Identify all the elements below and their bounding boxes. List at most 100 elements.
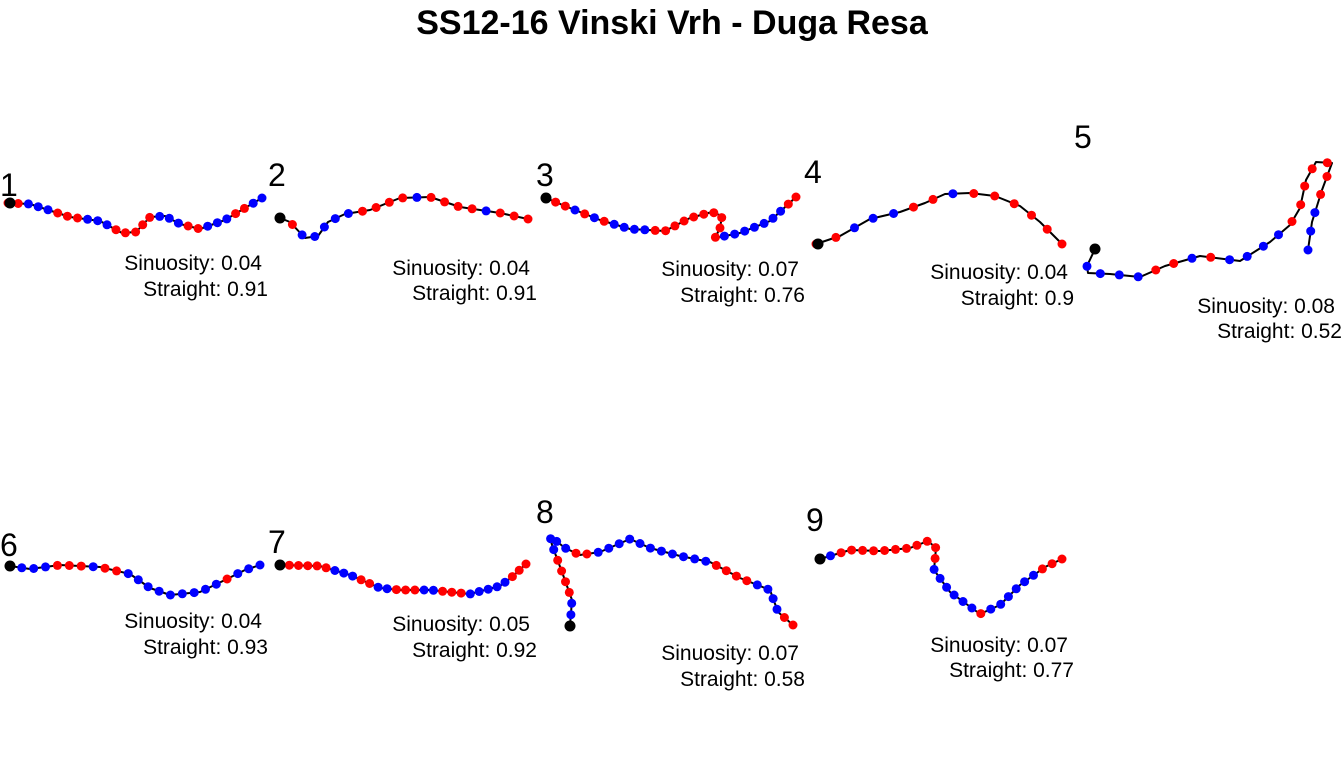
blue-point <box>165 590 175 600</box>
sinuosity-label: Sinuosity: 0.07 <box>661 642 799 665</box>
start-point <box>540 192 552 204</box>
blue-point <box>749 222 759 232</box>
blue-point <box>257 193 267 203</box>
red-point <box>52 560 62 570</box>
red-point <box>509 211 519 221</box>
red-point <box>507 572 517 582</box>
red-point <box>650 225 660 235</box>
start-point <box>814 553 826 565</box>
blue-point <box>763 584 773 594</box>
panel-1: 1 Sinuosity: 0.04 Straight: 0.91 <box>0 167 268 301</box>
blue-point <box>465 589 475 599</box>
red-point <box>131 227 141 237</box>
blue-point <box>164 213 174 223</box>
route-3 <box>540 192 801 242</box>
blue-point <box>500 577 510 587</box>
blue-point <box>589 213 599 223</box>
red-point <box>990 191 1000 201</box>
blue-point <box>348 571 358 581</box>
blue-point <box>343 209 353 218</box>
blue-point <box>986 604 996 614</box>
route-4 <box>811 189 1067 250</box>
red-point <box>564 587 574 597</box>
blue-point <box>330 214 340 224</box>
red-point <box>742 576 752 586</box>
red-point <box>1037 564 1047 574</box>
blue-point <box>212 218 222 228</box>
blue-point <box>1310 208 1320 218</box>
red-point <box>557 566 567 576</box>
blue-point <box>1306 226 1316 236</box>
blue-point <box>143 582 153 592</box>
blue-point <box>549 545 559 555</box>
red-point <box>571 548 581 558</box>
blue-point <box>850 223 859 233</box>
red-point <box>582 549 592 559</box>
red-point <box>679 216 689 226</box>
blue-point <box>189 588 199 598</box>
red-point <box>1322 158 1332 168</box>
panel-5: 5 Sinuosity: 0.08 Straight: 0.52 <box>1074 119 1342 343</box>
blue-point <box>483 584 493 594</box>
red-point <box>365 579 375 588</box>
straight-label: Straight: 0.52 <box>1217 320 1342 343</box>
sinuosity-label: Sinuosity: 0.05 <box>392 613 530 636</box>
blue-point <box>339 568 349 578</box>
red-point <box>869 546 879 556</box>
panel-number: 5 <box>1074 119 1092 155</box>
route-7 <box>274 559 531 599</box>
blue-point <box>958 597 968 606</box>
red-point <box>467 204 477 214</box>
blue-point <box>561 543 571 553</box>
red-point <box>294 561 303 570</box>
red-point <box>371 203 381 212</box>
blue-point <box>645 543 655 553</box>
red-point <box>356 575 366 585</box>
red-point <box>1316 189 1326 199</box>
red-point <box>447 587 457 597</box>
red-point <box>73 213 82 223</box>
blue-point <box>948 189 958 199</box>
blue-point <box>177 589 187 599</box>
red-point <box>791 192 801 202</box>
blue-point <box>412 192 422 202</box>
blue-point <box>635 539 645 548</box>
panel-number: 4 <box>804 154 822 190</box>
straight-label: Straight: 0.91 <box>143 278 268 301</box>
red-point <box>183 221 193 231</box>
red-point <box>783 199 793 209</box>
red-point <box>788 620 798 630</box>
blue-point <box>967 603 977 613</box>
straight-label: Straight: 0.93 <box>143 636 268 659</box>
blue-point <box>173 218 183 228</box>
red-point <box>401 585 411 595</box>
red-point <box>76 561 86 571</box>
blue-point <box>83 214 93 224</box>
red-point <box>909 202 918 212</box>
blue-point <box>1095 269 1105 279</box>
red-point <box>1057 239 1067 249</box>
blue-point <box>1242 251 1252 261</box>
blue-point <box>759 218 769 228</box>
red-point <box>912 540 922 550</box>
route-line <box>279 196 529 239</box>
red-point <box>779 613 789 622</box>
red-point <box>715 223 725 233</box>
red-point <box>398 193 408 203</box>
blue-point <box>33 202 43 212</box>
blue-point <box>730 229 740 239</box>
straight-label: Straight: 0.92 <box>412 639 537 662</box>
blue-point <box>1029 570 1038 580</box>
panel-number: 2 <box>268 157 286 193</box>
blue-point <box>244 564 254 574</box>
blue-point <box>552 536 562 546</box>
blue-point <box>1133 272 1143 282</box>
red-point <box>1057 554 1067 564</box>
red-point <box>1307 164 1317 174</box>
red-point <box>456 588 466 598</box>
red-point <box>193 224 203 233</box>
blue-point <box>889 209 899 218</box>
blue-point <box>604 543 614 553</box>
red-point <box>731 571 741 581</box>
blue-point <box>752 580 762 590</box>
